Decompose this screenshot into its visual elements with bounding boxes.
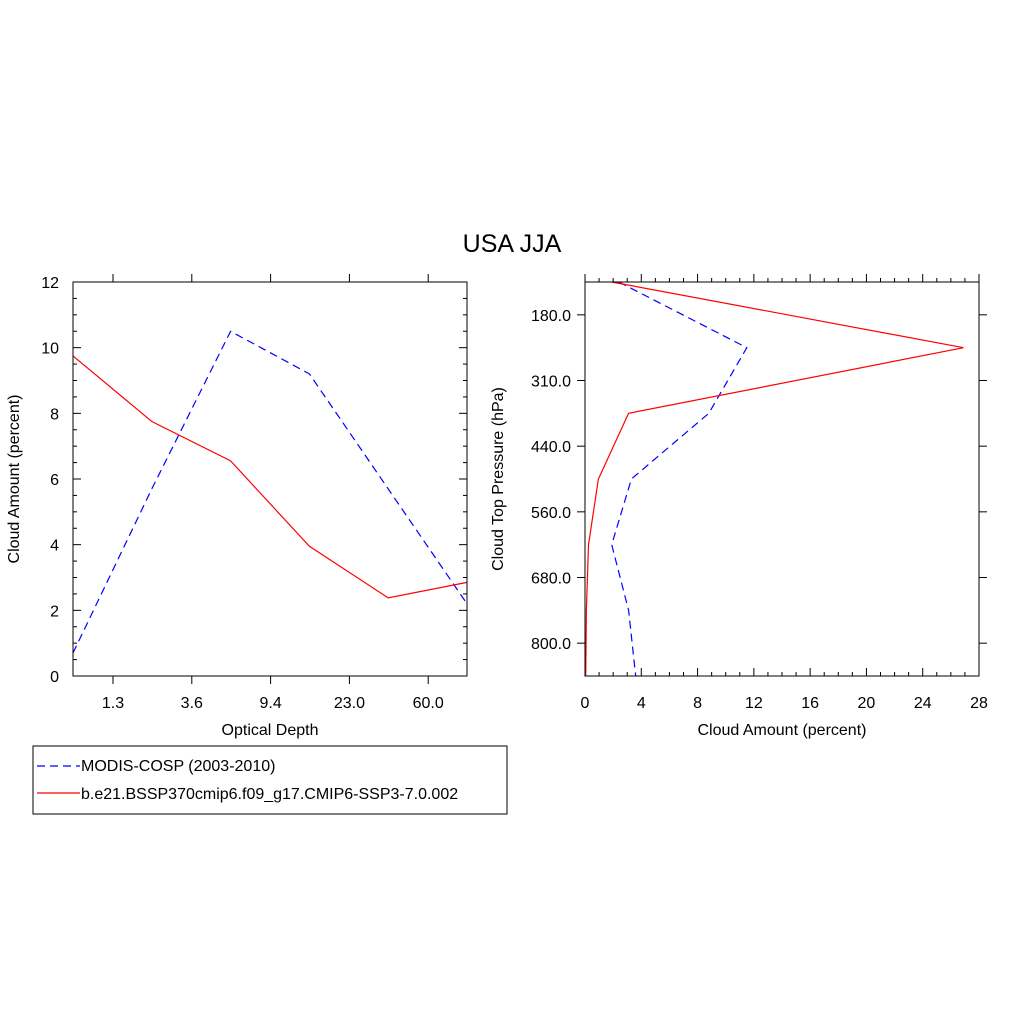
left-x-tick-label: 60.0 bbox=[413, 695, 444, 712]
left-series-line-0 bbox=[72, 330, 468, 654]
right-y-tick-label: 440.0 bbox=[531, 439, 571, 456]
right-x-axis-label: Cloud Amount (percent) bbox=[698, 722, 867, 739]
right-y-tick-label: 800.0 bbox=[531, 636, 571, 653]
left-y-axis-label: Cloud Amount (percent) bbox=[6, 395, 23, 564]
left-x-tick-label: 1.3 bbox=[102, 695, 124, 712]
right-y-tick-label: 560.0 bbox=[531, 505, 571, 522]
right-x-tick-label: 8 bbox=[693, 695, 702, 712]
left-x-tick-label: 9.4 bbox=[259, 695, 281, 712]
left-y-tick-label: 6 bbox=[50, 472, 59, 489]
left-series-layer bbox=[72, 330, 468, 654]
right-x-tick-label: 4 bbox=[637, 695, 646, 712]
right-y-tick-label: 310.0 bbox=[531, 374, 571, 391]
right-x-tick-label: 28 bbox=[970, 695, 988, 712]
left-x-tick-label: 23.0 bbox=[334, 695, 365, 712]
legend-label-modis: MODIS-COSP (2003-2010) bbox=[81, 758, 275, 775]
right-x-tick-label: 20 bbox=[858, 695, 876, 712]
left-y-tick-label: 10 bbox=[41, 341, 59, 358]
legend-box bbox=[32, 745, 508, 815]
right-series-line-1 bbox=[585, 281, 964, 677]
left-y-tick-label: 0 bbox=[50, 669, 59, 686]
left-y-tick-label: 12 bbox=[41, 275, 59, 292]
right-plot-frame bbox=[584, 281, 980, 677]
left-x-tick-label: 3.6 bbox=[181, 695, 203, 712]
right-x-tick-label: 16 bbox=[801, 695, 819, 712]
left-y-tick-label: 8 bbox=[50, 406, 59, 423]
right-series-line-0 bbox=[611, 281, 748, 677]
left-y-tick-label: 4 bbox=[50, 538, 59, 555]
chart-title: USA JJA bbox=[463, 230, 562, 258]
left-series-line-1 bbox=[72, 355, 468, 599]
cloud-top-pressure-panel: 0 4 8 12 16 20 24 28 180.0 310.0 440.0 560.0 680.0 80… bbox=[490, 274, 988, 739]
optical-depth-panel: 0 2 4 6 8 10 12 1.3 3.6 9.4 23.0 60.0 Optical Depth… bbox=[6, 274, 468, 739]
left-y-tick-label: 2 bbox=[50, 603, 59, 620]
right-y-axis-label: Cloud Top Pressure (hPa) bbox=[490, 387, 507, 571]
right-series-layer bbox=[585, 281, 964, 677]
legend-label-model: b.e21.BSSP370cmip6.f09_g17.CMIP6-SSP3-7.… bbox=[81, 786, 458, 803]
right-y-tick-label: 180.0 bbox=[531, 308, 571, 325]
left-plot-frame bbox=[72, 281, 468, 677]
right-x-tick-label: 24 bbox=[914, 695, 932, 712]
right-x-tick-label: 12 bbox=[745, 695, 763, 712]
right-x-tick-label: 0 bbox=[581, 695, 590, 712]
right-tick-layer: 0 4 8 12 16 20 24 28 180.0 310.0 440.0 560.0 680.0 80… bbox=[531, 274, 988, 712]
left-tick-layer: 0 2 4 6 8 10 12 1.3 3.6 9.4 23.0 60.0 bbox=[41, 274, 467, 712]
left-x-axis-label: Optical Depth bbox=[222, 722, 319, 739]
legend: MODIS-COSP (2003-2010) b.e21.BSSP370cmip… bbox=[32, 745, 508, 815]
right-y-tick-label: 680.0 bbox=[531, 571, 571, 588]
